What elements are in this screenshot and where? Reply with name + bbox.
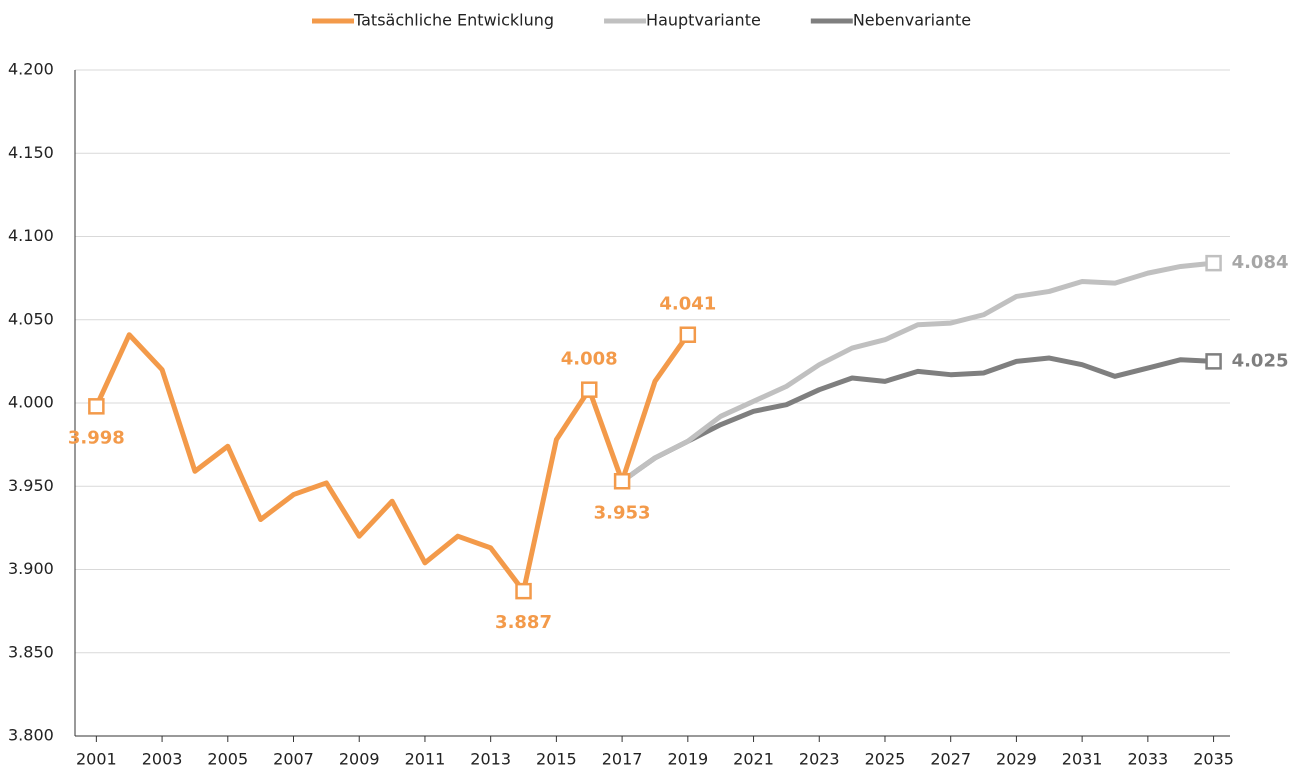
value-label: 4.084 [1232,252,1289,273]
y-tick-label: 3.850 [8,642,54,661]
x-tick-label: 2025 [865,750,906,769]
x-tick-label: 2031 [1062,750,1103,769]
series-line [94,332,690,594]
series-line [620,260,1214,484]
legend-label: Nebenvariante [853,11,971,30]
legend-label: Hauptvariante [646,11,761,30]
series-line [620,355,1214,484]
x-tick-label: 2005 [207,750,248,769]
x-tick-label: 2013 [470,750,511,769]
y-tick-label: 4.050 [8,309,54,328]
value-label: 4.008 [561,349,618,370]
value-label: 3.998 [68,427,125,448]
y-tick-label: 4.100 [8,226,54,245]
x-tick-label: 2003 [142,750,183,769]
x-tick-label: 2029 [996,750,1037,769]
value-label: 4.025 [1232,350,1289,371]
value-label: 3.887 [495,612,552,633]
legend-label: Tatsächliche Entwicklung [353,11,554,30]
value-label: 3.953 [594,502,651,523]
y-tick-label: 4.200 [8,60,54,79]
x-tick-label: 2001 [76,750,117,769]
x-tick-label: 2007 [273,750,314,769]
point-marker [88,398,105,415]
y-tick-label: 3.950 [8,476,54,495]
x-tick-label: 2035 [1193,750,1234,769]
point-marker [515,582,532,600]
x-tick-label: 2019 [667,750,708,769]
x-tick-label: 2033 [1127,750,1168,769]
point-marker [613,473,631,490]
point-marker [1205,353,1222,370]
x-tick-label: 2023 [799,750,840,769]
point-marker [580,381,598,398]
x-tick-label: 2017 [602,750,643,769]
point-marker [679,326,697,343]
x-tick-label: 2021 [733,750,774,769]
y-tick-label: 4.000 [8,393,54,412]
x-tick-label: 2009 [339,750,380,769]
x-tick-label: 2027 [930,750,971,769]
y-tick-label: 3.800 [8,726,54,745]
x-tick-label: 2015 [536,750,577,769]
point-marker [1205,254,1222,272]
x-tick-label: 2011 [405,750,446,769]
y-tick-label: 3.900 [8,559,54,578]
y-tick-label: 4.150 [8,143,54,162]
value-label: 4.041 [659,294,716,315]
